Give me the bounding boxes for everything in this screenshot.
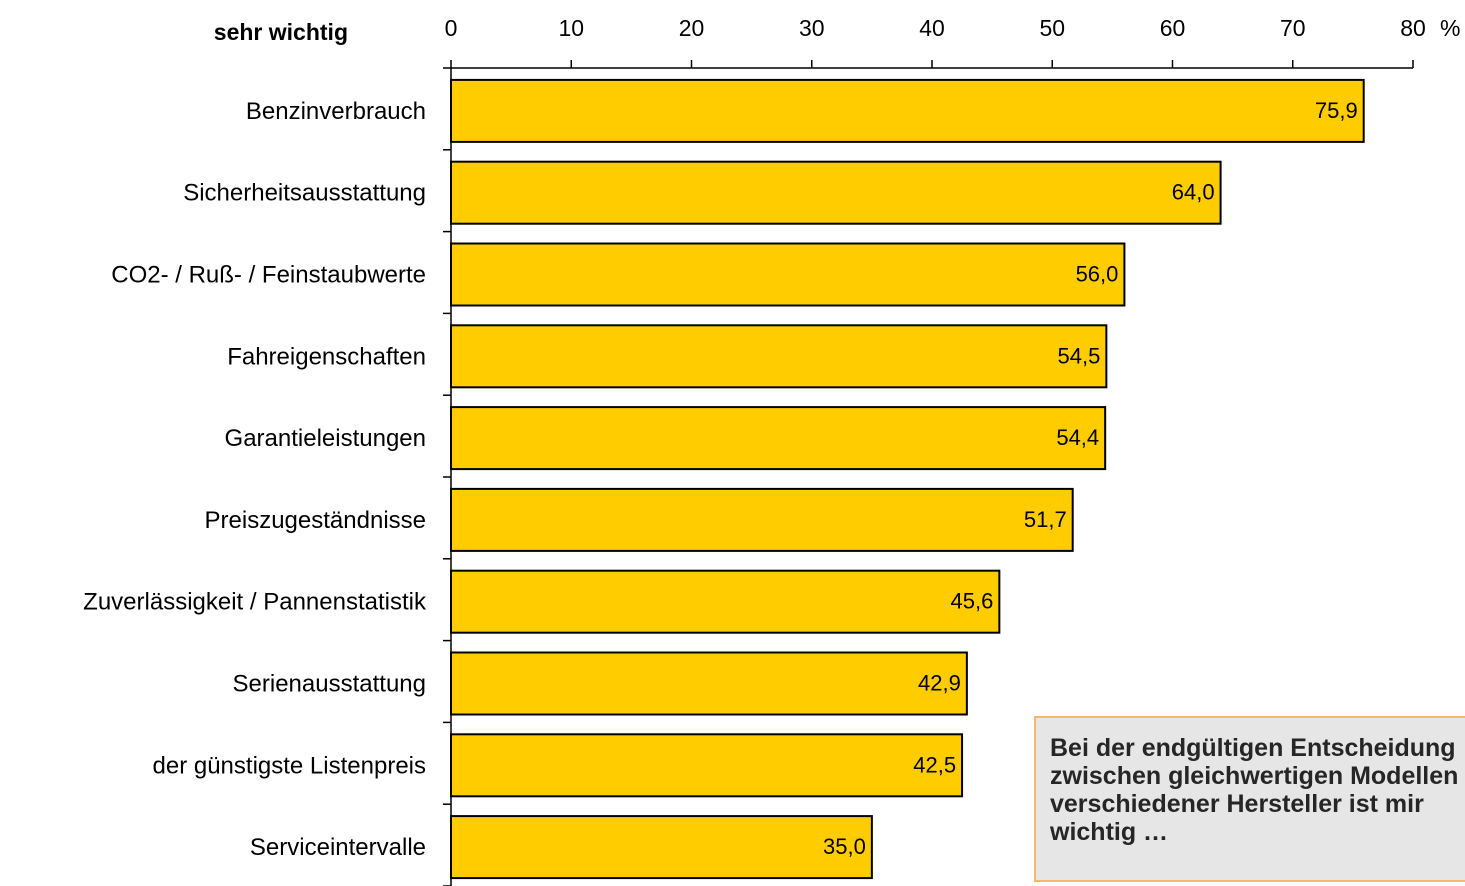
data-label: 51,7 — [1024, 507, 1067, 532]
note-box: Bei der endgültigen Entscheidung zwische… — [1034, 716, 1465, 882]
data-label: 64,0 — [1172, 180, 1215, 205]
category-label: Serienausstattung — [233, 671, 426, 698]
x-tick-label: 50 — [1039, 15, 1065, 41]
bar — [450, 733, 964, 798]
x-tick-label: 30 — [799, 15, 825, 41]
note-line-3: verschiedener Hersteller ist mir — [1050, 790, 1424, 818]
x-tick-label: 0 — [445, 15, 458, 41]
x-tick-label: 40 — [919, 15, 945, 41]
data-label: 35,0 — [823, 834, 866, 859]
category-label: Serviceintervalle — [250, 834, 426, 861]
bar — [450, 406, 1107, 471]
labels: 0 10 20 30 40 50 60 70 80 Benzinverbrauch 75,9 Sich… — [83, 15, 1426, 861]
category-label: der günstigste Listenpreis — [153, 752, 427, 779]
category-label: Zuverlässigkeit / Pannenstatistik — [83, 589, 427, 616]
bar — [450, 651, 968, 716]
category-label: Preiszugeständnisse — [205, 507, 426, 534]
bar — [450, 160, 1222, 225]
bar — [450, 324, 1108, 389]
bar — [450, 242, 1126, 307]
category-label: CO2- / Ruß- / Feinstaubwerte — [111, 262, 426, 289]
x-tick-label: 10 — [558, 15, 584, 41]
category-label: Sicherheitsausstattung — [183, 180, 426, 207]
data-label: 56,0 — [1076, 262, 1119, 287]
bar — [450, 78, 1365, 143]
bar — [450, 487, 1074, 552]
data-label: 75,9 — [1315, 98, 1358, 123]
note-line-2: zwischen gleichwertigen Modellen — [1050, 762, 1459, 790]
data-label: 42,9 — [918, 671, 961, 696]
note-line-4: wichtig … — [1050, 818, 1169, 846]
category-label: Benzinverbrauch — [246, 98, 426, 125]
x-tick-label: 20 — [679, 15, 705, 41]
category-label: Fahreigenschaften — [227, 343, 426, 370]
corner-label: sehr wichtig — [214, 19, 348, 45]
bar — [450, 815, 873, 880]
data-label: 54,4 — [1056, 425, 1099, 450]
bars — [450, 78, 1365, 880]
data-label: 42,5 — [913, 752, 956, 777]
unit-label: % — [1440, 15, 1460, 41]
data-label: 45,6 — [951, 589, 994, 614]
x-tick-label: 80 — [1400, 15, 1426, 41]
bar — [450, 569, 1001, 634]
note-line-1: Bei der endgültigen Entscheidung — [1050, 734, 1456, 762]
data-label: 54,5 — [1058, 343, 1101, 368]
x-tick-label: 70 — [1280, 15, 1306, 41]
x-tick-label: 60 — [1160, 15, 1186, 41]
category-label: Garantieleistungen — [225, 425, 426, 452]
